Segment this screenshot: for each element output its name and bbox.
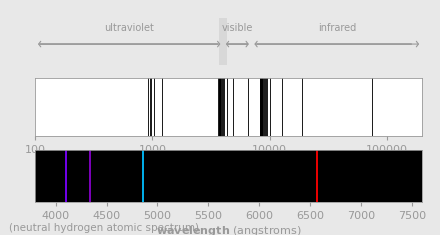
Bar <box>219 18 227 65</box>
X-axis label: $\bf{wavelength}$ (angstroms): $\bf{wavelength}$ (angstroms) <box>156 158 301 172</box>
X-axis label: $\bf{wavelength}$ (angstroms): $\bf{wavelength}$ (angstroms) <box>156 224 301 235</box>
Text: visible: visible <box>222 23 253 33</box>
Text: infrared: infrared <box>318 23 356 33</box>
Text: ultraviolet: ultraviolet <box>104 23 154 33</box>
Text: (neutral hydrogen atomic spectrum): (neutral hydrogen atomic spectrum) <box>9 223 199 233</box>
